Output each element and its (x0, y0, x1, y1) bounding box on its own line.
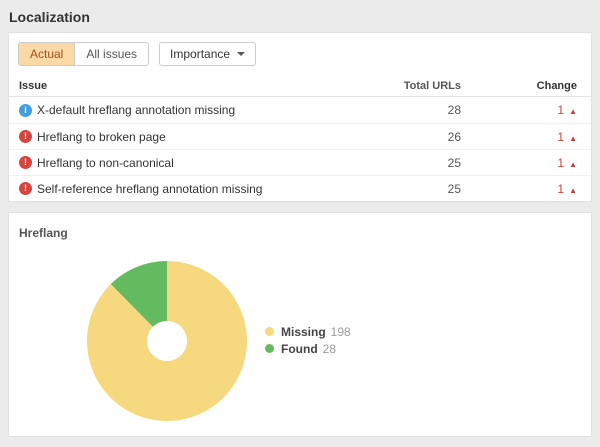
change-value: 1 (557, 155, 565, 170)
donut-slice-missing (87, 261, 247, 421)
alert-icon: ! (19, 182, 32, 195)
issue-link[interactable]: Hreflang to non-canonical (37, 155, 174, 170)
trend-up-icon: ▲ (569, 133, 577, 143)
view-toggle: Actual All issues (18, 42, 150, 66)
tab-all-issues[interactable]: All issues (74, 43, 149, 65)
missing-swatch-icon (265, 327, 274, 336)
chart-legend: Missing 198 Found 28 (265, 323, 351, 357)
table-header: Issue Total URLs Change (9, 75, 591, 97)
hreflang-donut-chart (87, 261, 247, 421)
change-cell: 1 ▲ (461, 182, 577, 196)
table-row[interactable]: i X-default hreflang annotation missing … (9, 97, 591, 123)
change-value: 1 (557, 181, 565, 196)
table-row[interactable]: ! Hreflang to broken page 26 1 ▲ (9, 123, 591, 149)
chevron-down-icon (237, 52, 246, 56)
issues-panel: Actual All issues Importance Issue Total… (8, 32, 592, 202)
importance-dropdown-label: Importance (170, 47, 231, 61)
donut-slice-found (110, 261, 167, 327)
info-icon: i (19, 103, 32, 117)
hreflang-panel: Hreflang Missing 198 Found 28 (8, 212, 592, 437)
tab-actual[interactable]: Actual (19, 43, 75, 65)
alert-icon: ! (19, 130, 32, 143)
issue-link[interactable]: X-default hreflang annotation missing (37, 103, 236, 117)
legend-label: Found (281, 341, 318, 356)
legend-item-missing: Missing 198 (265, 323, 351, 340)
change-value: 1 (557, 103, 565, 117)
importance-dropdown[interactable]: Importance (159, 42, 257, 66)
column-header-total-urls: Total URLs (403, 79, 461, 92)
alert-icon: ! (19, 156, 32, 169)
legend-label: Missing (281, 324, 326, 339)
column-header-change: Change (536, 79, 577, 92)
trend-up-icon: ▲ (569, 159, 577, 169)
legend-item-found: Found 28 (265, 340, 351, 357)
trend-up-icon: ▲ (569, 107, 577, 116)
total-urls-value: 25 (447, 155, 461, 170)
chart-title: Hreflang (19, 226, 68, 240)
found-swatch-icon (265, 344, 274, 353)
issue-link[interactable]: Hreflang to broken page (37, 129, 166, 144)
change-cell: 1 ▲ (461, 103, 577, 117)
legend-value: 198 (330, 324, 351, 339)
table-row[interactable]: ! Hreflang to non-canonical 25 1 ▲ (9, 149, 591, 175)
column-header-issue: Issue (19, 79, 48, 92)
legend-value: 28 (322, 341, 337, 356)
total-urls-value: 25 (447, 181, 461, 196)
total-urls-value: 26 (447, 129, 461, 144)
table-row[interactable]: ! Self-reference hreflang annotation mis… (9, 175, 591, 201)
issue-link[interactable]: Self-reference hreflang annotation missi… (37, 181, 263, 196)
change-cell: 1 ▲ (461, 130, 577, 144)
change-value: 1 (557, 129, 565, 144)
page-title: Localization (9, 9, 90, 25)
total-urls-value: 28 (447, 103, 461, 117)
trend-up-icon: ▲ (569, 185, 577, 195)
toolbar: Actual All issues Importance (9, 33, 591, 75)
change-cell: 1 ▲ (461, 156, 577, 170)
